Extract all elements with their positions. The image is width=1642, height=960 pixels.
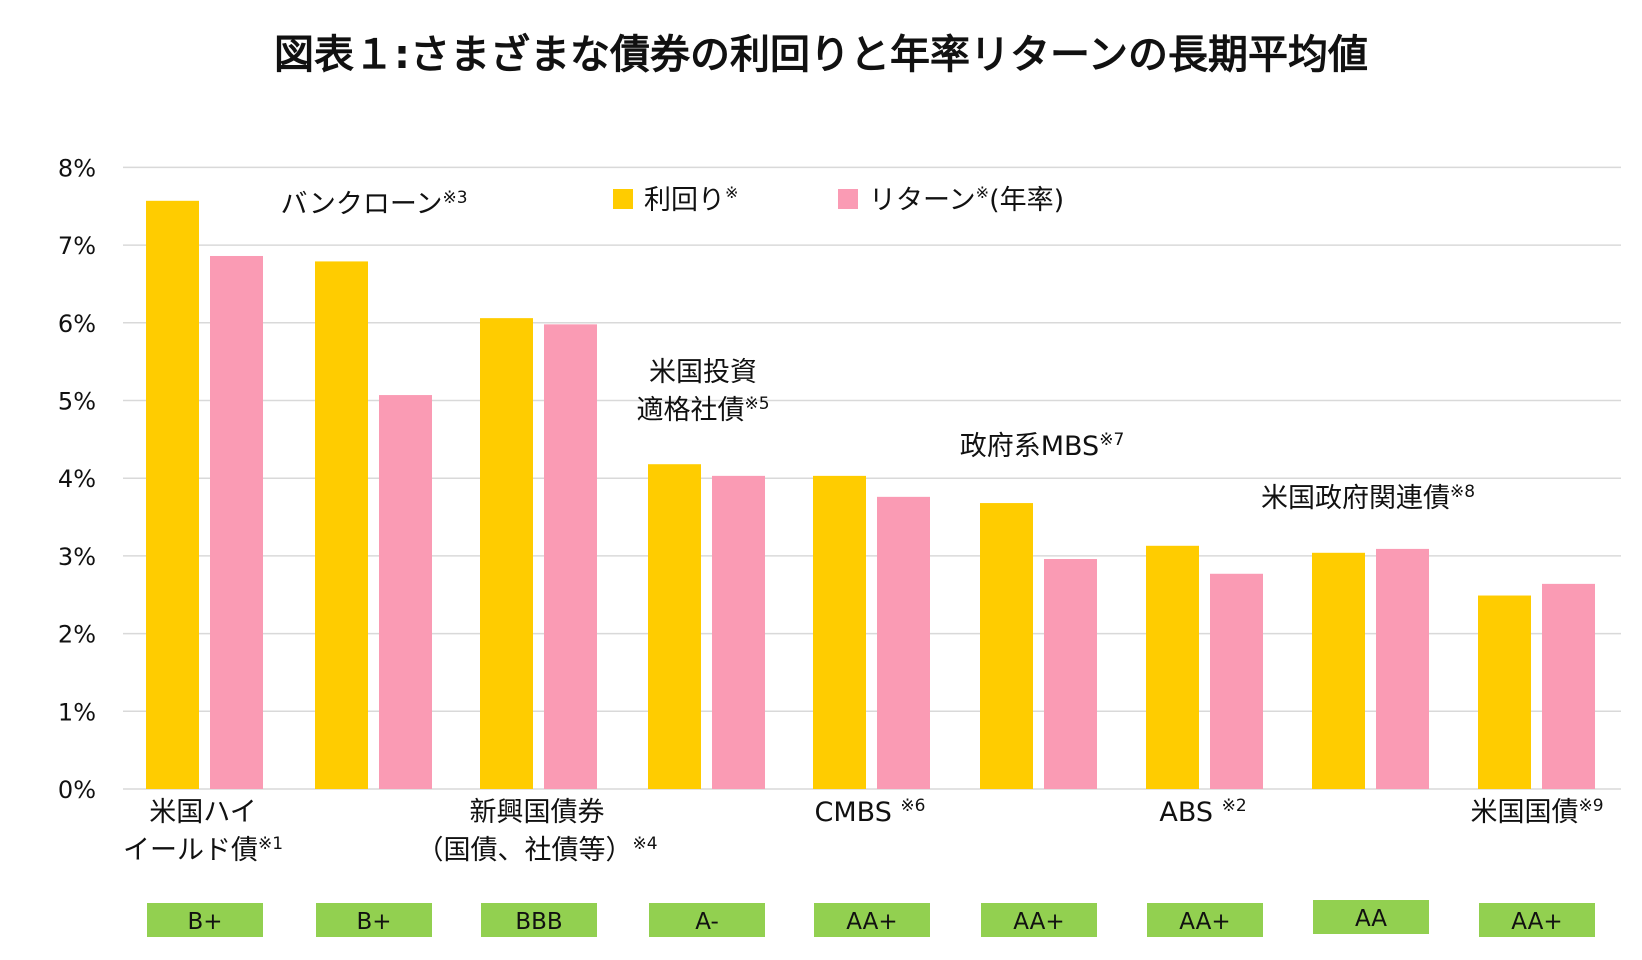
bar-yield	[1312, 552, 1365, 789]
bar-return	[544, 324, 597, 789]
footnote-mark: ※6	[900, 796, 925, 816]
category-label: ABS ※2	[1159, 796, 1246, 828]
footnote-mark: ※7	[1099, 430, 1124, 450]
y-tick-label: 5%	[58, 388, 96, 416]
footnote-mark: ※4	[632, 834, 657, 854]
footnote-mark: ※2	[1222, 796, 1247, 816]
rating-label: AA+	[846, 909, 897, 935]
bar-return	[1044, 559, 1097, 789]
category-label: CMBS ※6	[815, 796, 926, 828]
legend-swatch	[613, 189, 633, 209]
y-tick-label: 3%	[58, 543, 96, 571]
bar-yield	[980, 503, 1033, 789]
footnote-mark: ※9	[1578, 796, 1603, 816]
bar-yield	[480, 318, 533, 789]
bar-yield	[1478, 595, 1531, 789]
rating-badge	[1479, 903, 1595, 937]
y-tick-label: 2%	[58, 621, 96, 649]
category-label: 米国政府関連債※8	[1261, 482, 1475, 514]
bar-return	[1210, 573, 1263, 789]
category-label: 政府系MBS※7	[960, 430, 1125, 462]
rating-label: AA	[1355, 906, 1387, 932]
category-label: 米国投資	[649, 357, 757, 388]
rating-badge	[649, 903, 765, 937]
y-tick-label: 8%	[58, 154, 96, 182]
bar-yield	[648, 464, 701, 789]
category-label: 米国ハイ	[149, 797, 256, 828]
rating-label: B+	[356, 909, 391, 935]
category-label: 米国国債※9	[1470, 796, 1603, 828]
bar-return	[877, 496, 930, 789]
bar-return	[1542, 583, 1595, 789]
footnote-mark: ※1	[258, 834, 283, 854]
bar-return	[379, 395, 432, 789]
category-label: イールド債※1	[123, 834, 283, 866]
bar-yield	[1146, 545, 1199, 789]
y-tick-label: 7%	[58, 232, 96, 260]
footnote-mark: ※5	[744, 394, 769, 414]
rating-label: AA+	[1511, 909, 1562, 935]
rating-badge	[147, 903, 263, 937]
rating-badge	[481, 903, 597, 937]
y-tick-label: 4%	[58, 465, 96, 493]
legend-swatch	[838, 189, 858, 209]
rating-badge	[981, 903, 1097, 937]
footnote-mark: ※8	[1450, 482, 1475, 502]
bar-yield	[146, 200, 199, 789]
rating-label: AA+	[1013, 909, 1064, 935]
legend-label: 利回り※	[644, 183, 738, 216]
category-label: 新興国債券	[470, 797, 605, 828]
rating-label: BBB	[515, 909, 562, 935]
rating-badge	[316, 903, 432, 937]
rating-badge	[1313, 900, 1429, 934]
bar-return	[1376, 548, 1429, 789]
footnote-mark: ※3	[442, 188, 467, 208]
rating-label: A-	[695, 909, 719, 935]
rating-label: B+	[187, 909, 222, 935]
bar-return	[210, 255, 263, 789]
category-label: バンクローン※3	[280, 188, 467, 220]
rating-badge	[814, 903, 930, 937]
rating-badge	[1147, 903, 1263, 937]
bar-return	[712, 475, 765, 789]
rating-label: AA+	[1179, 909, 1230, 935]
category-label: 適格社債※5	[636, 394, 769, 426]
category-label: （国債、社債等）※4	[416, 834, 657, 866]
y-tick-label: 6%	[58, 310, 96, 338]
bar-yield	[813, 475, 866, 789]
y-tick-label: 0%	[58, 776, 96, 804]
chart-title: 図表１:さまざまな債券の利回りと年率リターンの長期平均値	[274, 32, 1368, 78]
bar-yield	[315, 261, 368, 789]
legend-label: リターン※(年率)	[869, 183, 1064, 216]
y-tick-label: 1%	[58, 698, 96, 726]
